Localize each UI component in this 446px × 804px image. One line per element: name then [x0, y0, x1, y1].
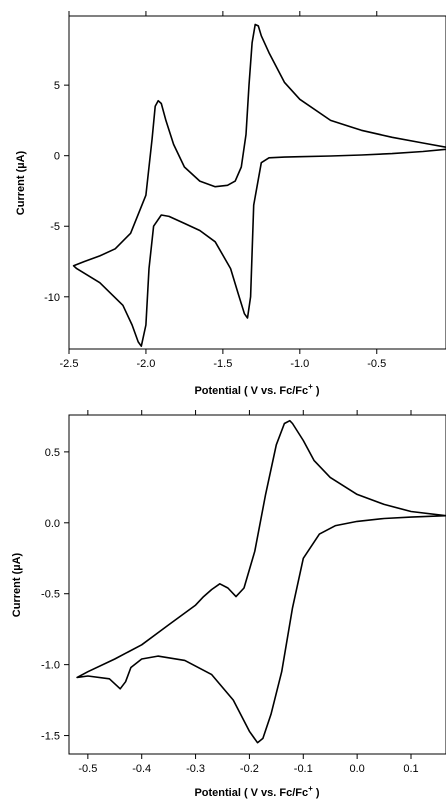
y-tick-label: -10: [44, 292, 60, 304]
x-tick-label: -0.5: [78, 763, 97, 775]
y-tick-label: 0.0: [45, 518, 60, 530]
y-tick-label: -5: [50, 221, 60, 233]
x-tick-label: -0.1: [294, 763, 313, 775]
x-tick-label: -1.0: [290, 358, 309, 370]
y-axis-label: Current (µA): [15, 150, 27, 215]
x-tick-label: -1.5: [213, 358, 232, 370]
x-axis-label: Potential ( V vs. Fc/Fc+ ): [194, 382, 319, 397]
y-axis: 5 0 -5 -10: [44, 80, 69, 304]
x-tick-label: 0.1: [403, 763, 418, 775]
x-tick-label: 0.0: [349, 763, 364, 775]
x-tick-label: -2.5: [60, 358, 79, 370]
plot-frame: [68, 15, 446, 350]
y-tick-label: 0: [54, 151, 60, 163]
x-tick-label: -0.2: [240, 763, 259, 775]
y-axis-label: Current (µA): [11, 552, 23, 617]
x-axis: -2.5 -2.0 -1.5 -1.0 -0.5: [60, 11, 386, 370]
x-tick-label: -0.5: [367, 358, 386, 370]
y-tick-label: -1.5: [41, 731, 60, 743]
x-tick-label: -2.0: [136, 358, 155, 370]
x-tick-label: -0.3: [186, 763, 205, 775]
voltammogram-trace: [76, 419, 446, 744]
x-tick-label: -0.4: [132, 763, 151, 775]
y-tick-label: -0.5: [41, 589, 60, 601]
y-tick-label: -1.0: [41, 660, 60, 672]
y-tick-label: 5: [54, 80, 60, 92]
cv-chart-top: -2.5 -2.0 -1.5 -1.0 -0.5 5 0 -5 -10 Potential (…: [15, 11, 446, 397]
voltammogram-trace: [72, 23, 446, 347]
x-axis-label: Potential ( V vs. Fc/Fc+ ): [194, 784, 319, 799]
x-axis: -0.5 -0.4 -0.3 -0.2 -0.1 0.0 0.1: [78, 410, 419, 775]
y-axis: 0.5 0.0 -0.5 -1.0 -1.5: [41, 447, 69, 743]
cv-chart-bottom: -0.5 -0.4 -0.3 -0.2 -0.1 0.0 0.1 0.5 0.0 -0.5 -1.…: [11, 410, 446, 799]
plot-frame: [68, 414, 446, 755]
y-tick-label: 0.5: [45, 447, 60, 459]
